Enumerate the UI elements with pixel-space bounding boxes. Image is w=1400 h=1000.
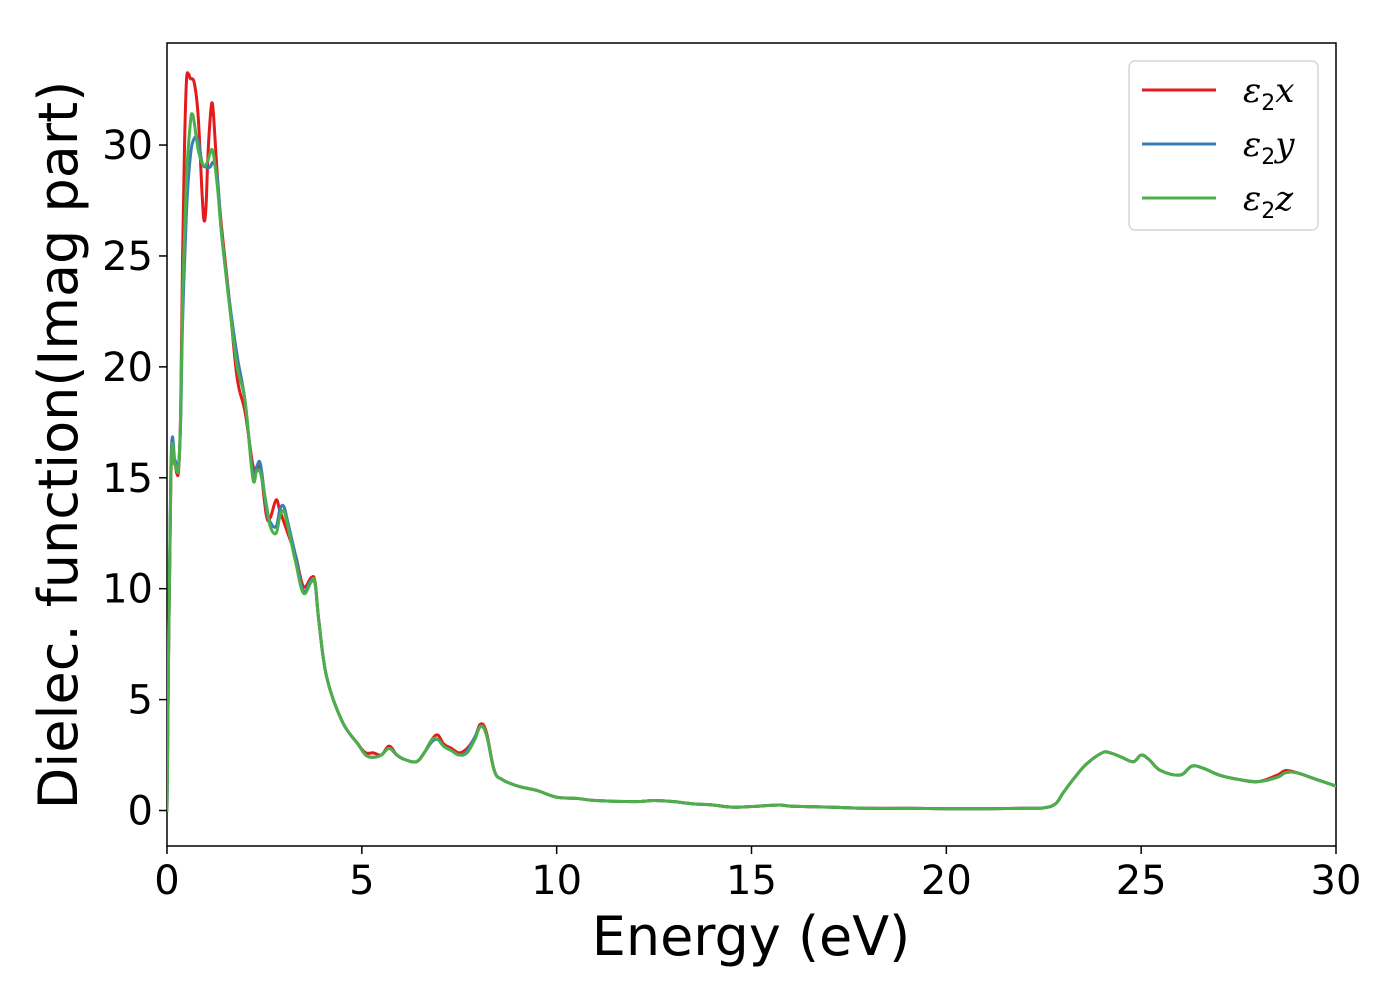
y-tick-label: 30	[102, 123, 153, 169]
legend: ε2x ε2y ε2z	[1128, 60, 1319, 231]
x-tick-label: 25	[1116, 858, 1167, 904]
series-line-3	[167, 112, 1336, 813]
x-tick-label: 10	[531, 858, 582, 904]
x-tick-label: 0	[154, 858, 179, 904]
y-tick-label: 20	[102, 345, 153, 391]
y-axis: 0 5 10 15 20 25 30	[102, 123, 167, 835]
y-tick-label: 5	[128, 678, 153, 724]
series-line-2	[167, 135, 1336, 813]
y-tick-label: 25	[102, 234, 153, 280]
y-axis-label: Dielec. function(Imag part)	[27, 81, 90, 810]
y-tick-label: 15	[102, 456, 153, 502]
x-tick-label: 20	[921, 858, 972, 904]
x-axis: 0 5 10 15 20 25 30	[154, 846, 1361, 904]
y-tick-label: 0	[128, 789, 153, 835]
y-tick-label: 10	[102, 567, 153, 613]
x-tick-label: 15	[726, 858, 777, 904]
x-axis-label: Energy (eV)	[592, 905, 911, 968]
x-tick-label: 5	[349, 858, 374, 904]
legend-label-1: ε2x	[1243, 71, 1294, 116]
legend-label-3: ε2z	[1243, 179, 1294, 224]
x-tick-label: 30	[1311, 858, 1362, 904]
series-layer	[167, 71, 1336, 813]
legend-label-2: ε2y	[1243, 125, 1295, 170]
legend-box	[1128, 60, 1319, 231]
